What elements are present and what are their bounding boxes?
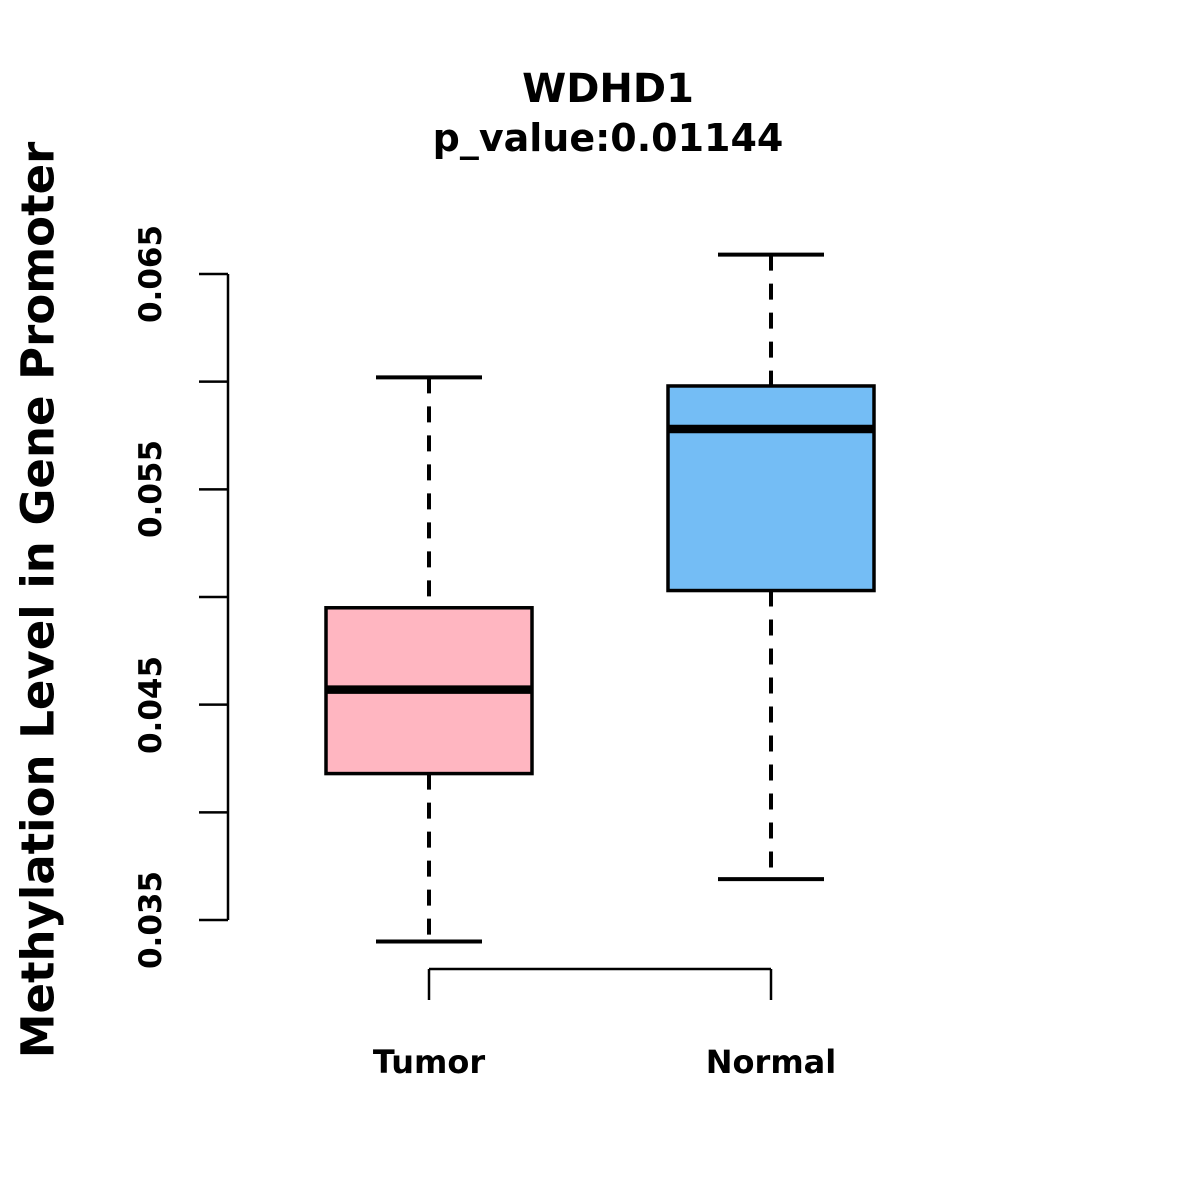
chart-pvalue-subtitle: p_value:0.01144 xyxy=(432,116,784,160)
chart-title: WDHD1 xyxy=(522,66,694,112)
y-tick-label-0.045: 0.045 xyxy=(133,655,169,754)
y-axis-title: Methylation Level in Gene Promoter xyxy=(11,141,65,1059)
iqr-box-normal xyxy=(666,384,876,593)
x-category-label-tumor: Tumor xyxy=(372,1043,486,1081)
x-category-label-normal: Normal xyxy=(705,1043,837,1081)
y-tick-label-0.055: 0.055 xyxy=(133,440,169,539)
y-tick-label-0.065: 0.065 xyxy=(133,224,169,324)
y-tick-label-0.035: 0.035 xyxy=(133,870,169,970)
